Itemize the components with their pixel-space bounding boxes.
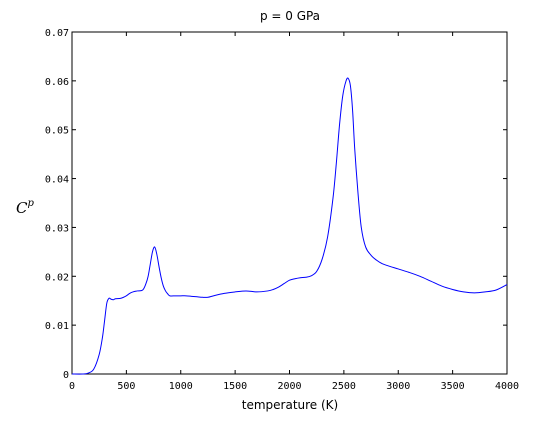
x-tick-label: 1000: [169, 381, 193, 392]
x-tick-label: 1500: [223, 381, 247, 392]
y-tick-label: 0: [63, 370, 69, 381]
plot-area: [71, 31, 508, 375]
x-tick-label: 0: [69, 381, 75, 392]
y-tick-label: 0.03: [45, 223, 69, 234]
x-tick-label: 4000: [495, 381, 519, 392]
x-tick-label: 3500: [441, 381, 465, 392]
y-tick-label: 0.07: [45, 28, 69, 39]
x-tick-label: 2000: [277, 381, 301, 392]
y-axis-label-base: C: [16, 199, 28, 217]
x-axis-label: temperature (K): [242, 398, 338, 412]
y-tick-label: 0.06: [45, 77, 69, 88]
y-tick-label: 0.01: [45, 321, 69, 332]
y-axis-label: Cp: [16, 198, 34, 217]
y-tick-label: 0.04: [45, 175, 69, 186]
y-axis: 0 0.01 0.02 0.03 0.04 0.05 0.06 0.07: [45, 28, 507, 381]
x-axis: 0 500 1000 1500 2000 2500 3000 3500 4000: [69, 32, 519, 392]
y-tick-label: 0.05: [45, 126, 69, 137]
y-axis-label-superscript: p: [27, 198, 34, 209]
y-tick-label: 0.02: [45, 272, 69, 283]
chart-title: p = 0 GPa: [260, 9, 320, 23]
x-tick-label: 3000: [386, 381, 410, 392]
series-line: [71, 77, 508, 375]
x-tick-label: 2500: [332, 381, 356, 392]
x-tick-label: 500: [117, 381, 135, 392]
